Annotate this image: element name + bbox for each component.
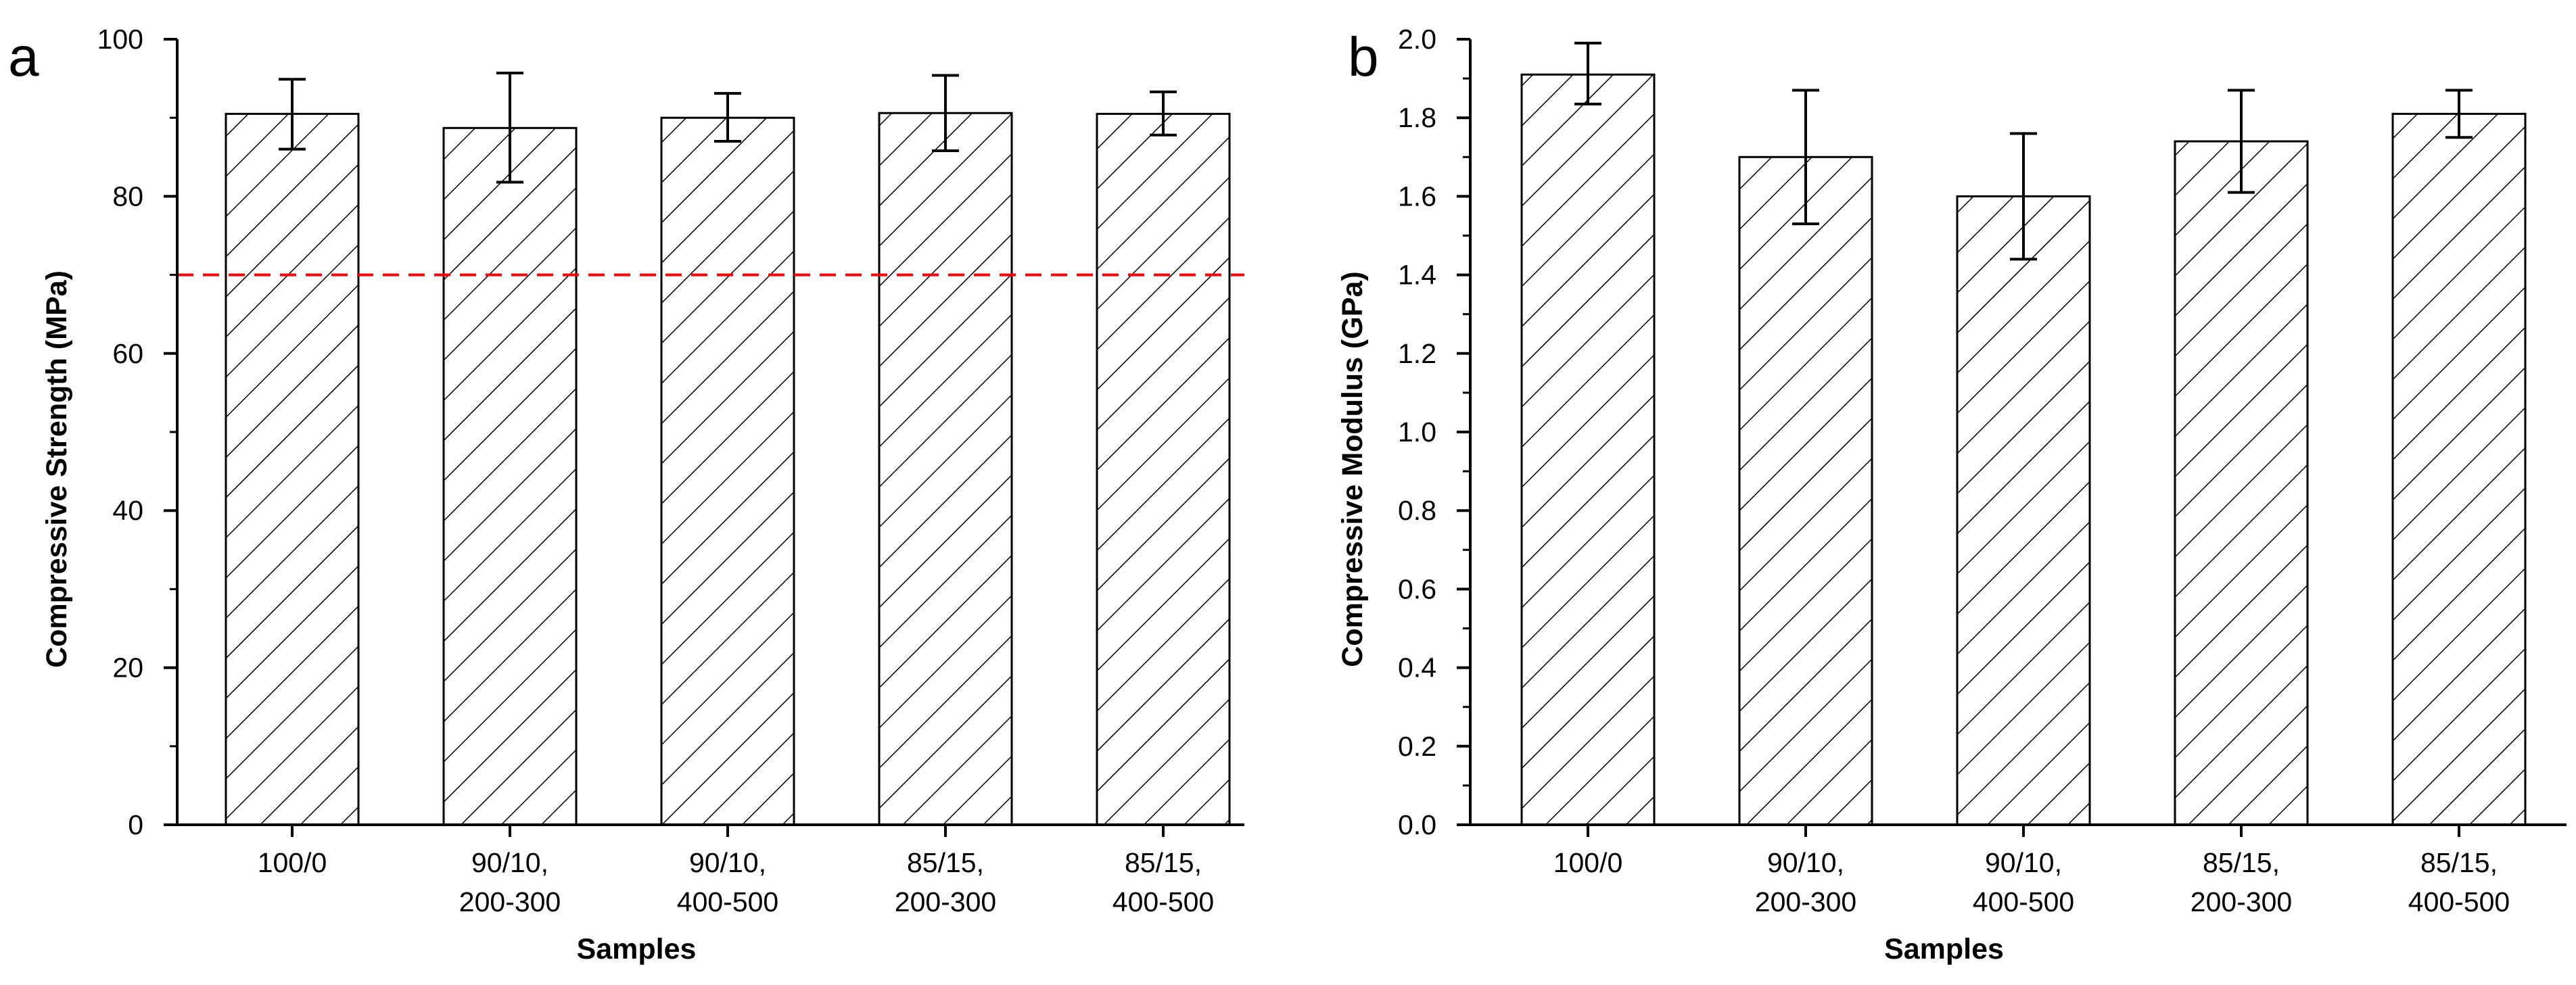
y-tick-label: 1.0 (1398, 416, 1436, 448)
y-tick-label: 100 (97, 24, 143, 55)
y-tick-label: 1.6 (1398, 181, 1436, 212)
chart-panel-b: b 0.0 0.2 0.4 0.6 0.8 1.0 1.2 1.4 1.6 1.8 2.0 100/0 9… (1336, 24, 2567, 965)
bar (225, 112, 360, 826)
x-tick-label: 85/15, 200-300 (2191, 847, 2292, 917)
y-tick-label: 60 (112, 338, 143, 369)
x-tick-label-line: 200-300 (895, 886, 996, 917)
x-tick-label-line: 90/10, (689, 847, 766, 878)
chart-panel-a: a 0 20 40 60 80 100 100/0 90/10, 200-300 90/10, 400… (8, 24, 1244, 965)
x-tick-label-line: 90/10, (471, 847, 548, 878)
x-tick-label: 85/15, 200-300 (895, 847, 996, 917)
bar (1520, 73, 1656, 826)
bar (1956, 195, 2091, 826)
x-tick-label: 90/10, 200-300 (459, 847, 561, 917)
x-tick-label-line: 90/10, (1767, 847, 1844, 878)
x-tick-label: 85/15, 400-500 (1113, 847, 1214, 917)
bar (878, 112, 1013, 826)
x-tick-label-line: 400-500 (677, 886, 778, 917)
y-axis-title: Compressive Modulus (GPa) (1336, 271, 1369, 667)
x-tick-label-line: 85/15, (1125, 847, 1202, 878)
bar (2391, 112, 2527, 826)
y-tick-label: 1.2 (1398, 338, 1436, 369)
y-tick-label: 0.4 (1398, 652, 1436, 683)
x-tick-label: 100/0 (1553, 847, 1623, 878)
y-tick-label: 0.8 (1398, 495, 1436, 526)
x-tick-label: 90/10, 400-500 (1973, 847, 2074, 917)
x-tick-label-line: 85/15, (907, 847, 984, 878)
y-tick-label: 2.0 (1398, 24, 1436, 55)
x-tick-label-line: 400-500 (1973, 886, 2074, 917)
x-axis-title: Samples (577, 933, 697, 965)
x-tick-label: 85/15, 400-500 (2408, 847, 2510, 917)
x-tick-label-line: 100/0 (258, 847, 327, 878)
x-tick-label-line: 400-500 (2408, 886, 2510, 917)
y-tick-label: 0.6 (1398, 573, 1436, 604)
x-tick-label-line: 200-300 (459, 886, 561, 917)
x-tick-label-line: 200-300 (2191, 886, 2292, 917)
y-tick-label: 0.0 (1398, 809, 1436, 840)
y-tick-label: 20 (112, 652, 143, 683)
y-tick-label: 1.4 (1398, 260, 1436, 291)
x-tick-label: 90/10, 400-500 (677, 847, 778, 917)
bar (1738, 155, 1873, 826)
y-tick-label: 40 (112, 495, 143, 526)
bar (660, 116, 795, 826)
bar (1096, 112, 1231, 826)
bar (442, 126, 578, 826)
bar (2174, 140, 2309, 826)
x-tick-label-line: 85/15, (2420, 847, 2498, 878)
panel-letter: b (1348, 26, 1379, 88)
x-axis-title: Samples (1884, 933, 2004, 965)
x-tick-label-line: 400-500 (1113, 886, 1214, 917)
panel-letter: a (8, 26, 39, 88)
x-tick-label: 100/0 (258, 847, 327, 878)
x-tick-label-line: 85/15, (2203, 847, 2280, 878)
x-tick-label-line: 90/10, (1985, 847, 2062, 878)
x-tick-label-line: 100/0 (1553, 847, 1623, 878)
x-tick-label: 90/10, 200-300 (1755, 847, 1856, 917)
y-tick-label: 0 (128, 809, 143, 840)
y-tick-label: 1.8 (1398, 102, 1436, 133)
y-tick-label: 0.2 (1398, 731, 1436, 762)
y-tick-label: 80 (112, 181, 143, 212)
y-axis-title: Compressive Strength (MPa) (41, 270, 73, 668)
x-tick-label-line: 200-300 (1755, 886, 1856, 917)
